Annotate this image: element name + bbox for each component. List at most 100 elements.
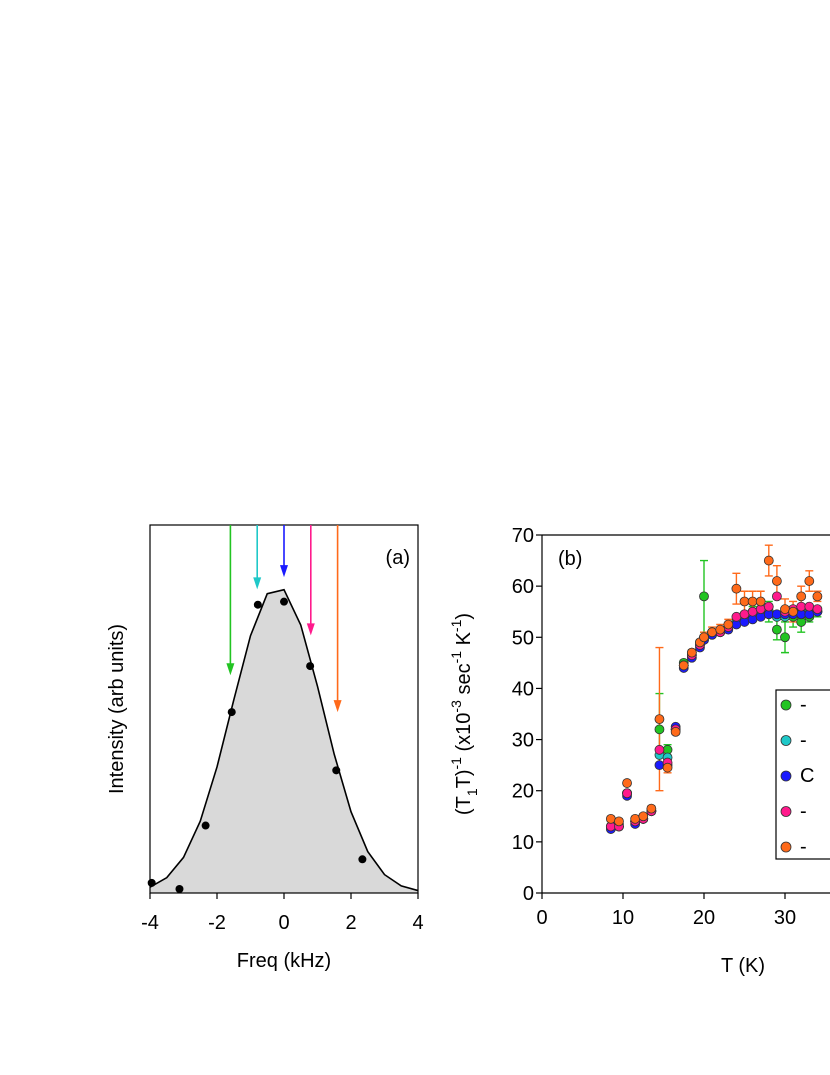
y-axis-label-part: K xyxy=(453,631,475,651)
data-point xyxy=(812,604,823,615)
y-tick-label: 60 xyxy=(512,576,534,598)
data-point xyxy=(253,600,262,609)
data-point xyxy=(622,778,632,788)
y-tick-label: 40 xyxy=(512,678,534,700)
data-point xyxy=(780,632,790,643)
data-point xyxy=(358,855,367,864)
data-point xyxy=(638,811,649,822)
arrow-head xyxy=(226,663,235,676)
data-point xyxy=(201,821,210,830)
legend-label: - xyxy=(800,694,807,716)
data-point xyxy=(796,591,807,602)
y-axis-label-part: (x10 xyxy=(453,713,475,757)
x-tick-label: -2 xyxy=(208,912,226,934)
data-point xyxy=(731,583,742,594)
data-point xyxy=(804,601,815,612)
data-point xyxy=(747,606,758,617)
data-point xyxy=(614,816,624,827)
data-point xyxy=(763,601,774,612)
data-point xyxy=(772,624,782,635)
data-point xyxy=(630,813,641,824)
y-axis-label-part: 1 xyxy=(464,788,480,796)
arrow-head xyxy=(333,700,342,713)
data-point xyxy=(763,555,774,566)
data-point xyxy=(605,813,616,824)
data-point xyxy=(147,878,156,887)
data-point xyxy=(699,632,709,643)
panel-label: (b) xyxy=(558,548,582,570)
x-tick-label: 0 xyxy=(536,907,547,929)
data-point xyxy=(646,803,657,814)
panel-label: (a) xyxy=(386,547,410,569)
y-axis-label-part: -1 xyxy=(448,619,464,632)
arrow-head xyxy=(280,565,288,578)
data-point xyxy=(707,627,717,638)
x-tick-label: 2 xyxy=(345,912,356,934)
legend-marker xyxy=(780,735,792,746)
y-tick-label: 70 xyxy=(512,525,534,547)
data-point xyxy=(804,576,815,586)
y-axis-label-part: -1 xyxy=(448,757,464,770)
data-point xyxy=(654,714,665,725)
y-tick-label: 0 xyxy=(523,883,534,905)
data-point xyxy=(715,624,726,635)
y-axis-label-part: T) xyxy=(453,769,475,788)
data-point xyxy=(780,604,790,615)
x-tick-label: -4 xyxy=(141,912,159,934)
legend-marker xyxy=(780,841,792,853)
y-axis-label: (T1T)-1 (x10-3 sec-1 K-1) xyxy=(448,613,480,815)
arrow-head xyxy=(306,623,315,636)
legend-label: - xyxy=(800,836,807,858)
y-axis-label-part: sec xyxy=(453,663,475,700)
data-point xyxy=(175,885,184,894)
x-axis-label: T (K) xyxy=(721,955,765,977)
data-point xyxy=(306,662,315,671)
data-point xyxy=(332,766,341,775)
fit-area xyxy=(150,589,418,893)
data-point xyxy=(280,597,288,606)
data-point xyxy=(678,660,689,671)
data-point xyxy=(654,724,665,735)
x-tick-label: 20 xyxy=(693,907,715,929)
data-point xyxy=(739,596,750,607)
data-point xyxy=(788,606,798,617)
legend-marker xyxy=(780,699,792,711)
x-tick-label: 10 xyxy=(612,907,634,929)
legend-label: C xyxy=(800,765,814,787)
y-axis-label-part: (T xyxy=(453,796,475,815)
y-tick-label: 10 xyxy=(512,832,534,854)
data-point xyxy=(755,596,766,607)
x-tick-label: 30 xyxy=(774,907,796,929)
data-point xyxy=(812,591,823,602)
y-axis-label-part: -3 xyxy=(448,700,464,713)
data-point xyxy=(772,576,782,586)
y-axis-label-part: ) xyxy=(453,613,475,620)
data-point xyxy=(731,611,742,622)
data-point xyxy=(670,727,681,737)
y-axis-label-part: -1 xyxy=(448,651,464,664)
fit-line xyxy=(149,588,419,892)
x-axis-label: Freq (kHz) xyxy=(237,950,331,972)
data-point xyxy=(686,647,697,658)
data-point xyxy=(227,708,236,717)
data-point xyxy=(723,619,734,630)
data-point xyxy=(654,760,665,771)
y-tick-label: 30 xyxy=(512,730,534,752)
data-point xyxy=(772,591,782,602)
y-tick-label: 50 xyxy=(512,627,534,649)
y-axis-label: Intensity (arb units) xyxy=(106,624,128,794)
data-point xyxy=(772,609,782,620)
x-tick-label: 4 xyxy=(412,912,423,934)
data-point xyxy=(699,591,709,602)
legend-marker xyxy=(780,806,792,817)
legend-label: - xyxy=(800,801,807,823)
legend-marker xyxy=(780,770,792,782)
data-point xyxy=(796,601,807,612)
data-point xyxy=(662,762,673,773)
data-point xyxy=(747,596,758,607)
x-tick-label: 0 xyxy=(278,912,289,934)
data-point xyxy=(654,744,665,755)
legend-label: - xyxy=(800,730,807,752)
